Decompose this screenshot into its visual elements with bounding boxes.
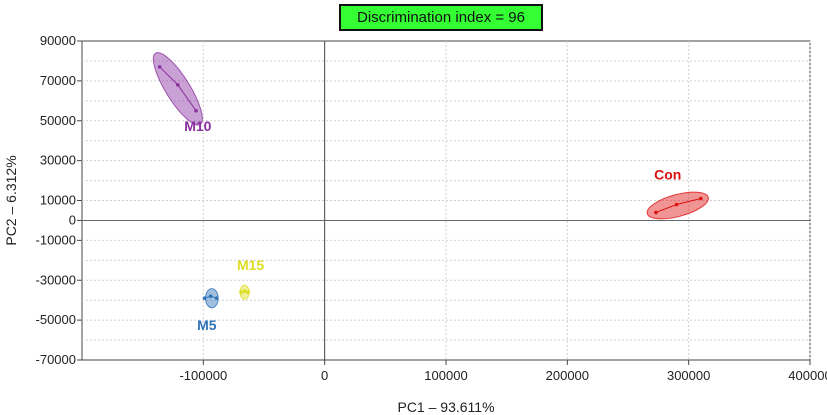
- score-point: [202, 296, 207, 300]
- score-point: [242, 289, 247, 294]
- y-tick-label: 70000: [40, 73, 76, 88]
- y-axis-title: PC2 – 6.312%: [3, 155, 19, 245]
- score-point: [176, 83, 180, 87]
- group-m10: M10: [152, 52, 212, 134]
- x-tick-label: 400000: [788, 368, 827, 383]
- group-m5: M5: [197, 288, 219, 333]
- group-m15: M15: [237, 257, 264, 300]
- score-point: [194, 108, 198, 113]
- y-tick-label: 0: [69, 212, 76, 227]
- y-tick-label: -10000: [36, 232, 76, 247]
- x-tick-label: 300000: [667, 368, 710, 383]
- group-label: M15: [237, 257, 264, 273]
- score-point: [654, 210, 658, 215]
- score-point: [699, 196, 703, 201]
- x-tick-label: 200000: [546, 368, 589, 383]
- x-tick-label: 0: [321, 368, 328, 383]
- score-point: [674, 202, 679, 207]
- score-point: [214, 296, 219, 300]
- score-groups: M10 Con M5 M15: [152, 52, 709, 333]
- score-point: [246, 290, 251, 295]
- y-tick-label: 90000: [40, 33, 76, 48]
- x-axis-title: PC1 – 93.611%: [397, 399, 494, 415]
- group-label: M10: [184, 118, 211, 134]
- group-label: Con: [654, 166, 681, 182]
- y-tick-label: 10000: [40, 193, 76, 208]
- confidence-ellipse: [152, 52, 203, 126]
- zero-axes: [82, 41, 810, 360]
- x-tick-label: -100000: [179, 368, 227, 383]
- y-axis-ticks: 90000 70000 50000 30000 10000 0 -10000 -30000 -5…: [36, 33, 82, 367]
- score-point: [157, 65, 162, 69]
- y-tick-label: -70000: [36, 352, 76, 367]
- group-label: M5: [197, 317, 217, 333]
- y-tick-label: -50000: [36, 312, 76, 327]
- score-point: [239, 290, 243, 295]
- x-tick-label: 100000: [424, 368, 467, 383]
- y-tick-label: 50000: [40, 113, 76, 128]
- discrimination-index-badge: Discrimination index = 96: [339, 4, 543, 31]
- group-con: Con: [646, 166, 709, 220]
- y-tick-label: 30000: [40, 153, 76, 168]
- score-point: [208, 294, 213, 299]
- x-axis-ticks: -100000 0 100000 200000 300000 400000: [179, 360, 827, 383]
- y-tick-label: -30000: [36, 272, 76, 287]
